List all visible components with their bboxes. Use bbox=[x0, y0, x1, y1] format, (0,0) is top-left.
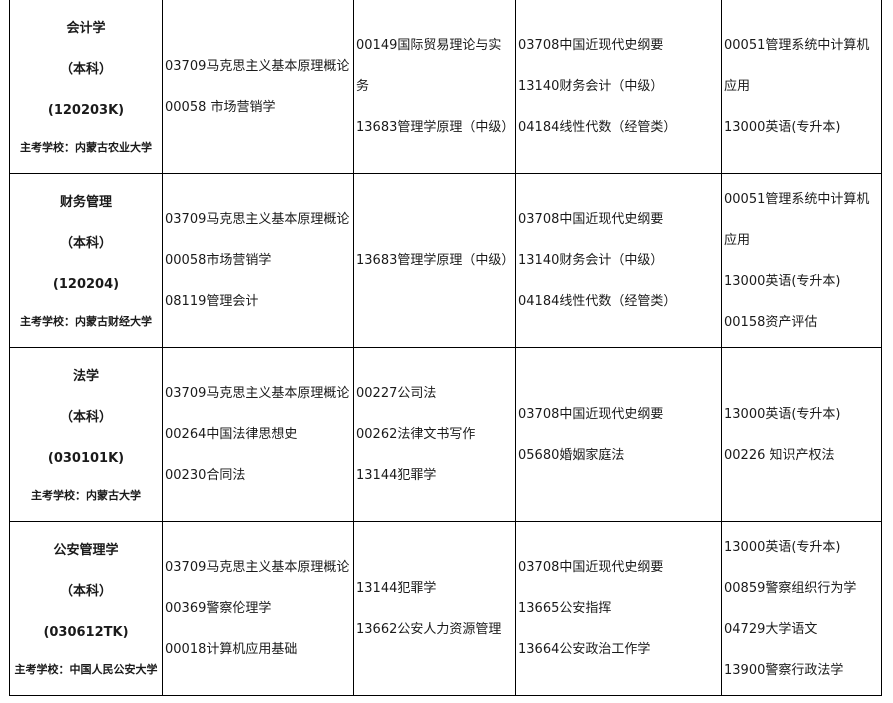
table-row: 会计学 （本科） (120203K) 主考学校：内蒙古农业大学 03709马克思主义基本… bbox=[9, 0, 882, 174]
table-body: 会计学 （本科） (120203K) 主考学校：内蒙古农业大学 03709马克思主义基本… bbox=[9, 0, 882, 696]
major-name: 公安管理学 bbox=[53, 543, 119, 558]
course-item: 00264中国法律思想史 bbox=[165, 427, 298, 442]
course-item: 13664公安政治工作学 bbox=[518, 642, 651, 657]
course-item: 13000英语(专升本) bbox=[724, 120, 841, 135]
major-school: 主考学校：中国人民公安大学 bbox=[14, 663, 158, 676]
major-school: 主考学校：内蒙古农业大学 bbox=[20, 141, 152, 154]
course-cell: 00051管理系统中计算机应用 13000英语(专升本) 00158资产评估 bbox=[721, 173, 882, 348]
course-item: 13144犯罪学 bbox=[356, 580, 437, 596]
major-cell: 法学 （本科） (030101K) 主考学校：内蒙古大学 bbox=[9, 347, 163, 522]
course-item: 00149国际贸易理论与实务 bbox=[356, 38, 502, 94]
course-item: 13900警察行政法学 bbox=[724, 662, 844, 678]
major-level: （本科） bbox=[59, 62, 112, 77]
course-item: 08119管理会计 bbox=[165, 294, 259, 309]
course-cell: 03708中国近现代史纲要 13665公安指挥 13664公安政治工作学 bbox=[515, 521, 722, 696]
major-code: (120204) bbox=[52, 277, 120, 292]
course-cell: 03709马克思主义基本原理概论 00058 市场营销学 bbox=[162, 0, 354, 174]
course-item: 13144犯罪学 bbox=[356, 468, 437, 483]
course-item: 00051管理系统中计算机应用 bbox=[724, 38, 870, 94]
course-item: 00158资产评估 bbox=[724, 314, 818, 330]
course-item: 04184线性代数（经管类） bbox=[518, 294, 677, 309]
course-item: 13683管理学原理（中级） bbox=[356, 120, 515, 135]
exam-course-table: 会计学 （本科） (120203K) 主考学校：内蒙古农业大学 03709马克思主义基本… bbox=[9, 0, 882, 696]
major-level: （本科） bbox=[59, 236, 112, 251]
course-item: 13000英语(专升本) bbox=[724, 406, 841, 422]
course-item: 00859警察组织行为学 bbox=[724, 580, 857, 596]
major-school: 主考学校：内蒙古大学 bbox=[31, 489, 141, 502]
course-item: 13683管理学原理（中级） bbox=[356, 253, 515, 268]
course-item: 03709马克思主义基本原理概论 bbox=[165, 212, 350, 227]
course-item: 13000英语(专升本) bbox=[724, 539, 841, 555]
course-item: 13140财务会计（中级） bbox=[518, 79, 664, 94]
course-item: 00058 市场营销学 bbox=[165, 99, 276, 115]
course-item: 03709马克思主义基本原理概论 bbox=[165, 560, 350, 575]
course-item: 03708中国近现代史纲要 bbox=[518, 38, 664, 53]
course-cell: 03709马克思主义基本原理概论 00264中国法律思想史 00230合同法 bbox=[162, 347, 354, 522]
course-cell: 00149国际贸易理论与实务 13683管理学原理（中级） bbox=[353, 0, 516, 174]
course-cell: 13000英语(专升本) 00859警察组织行为学 04729大学语文 13900警察… bbox=[721, 521, 882, 696]
course-item: 13140财务会计（中级） bbox=[518, 253, 664, 268]
course-item: 00018计算机应用基础 bbox=[165, 642, 298, 657]
major-code: (030612TK) bbox=[43, 625, 129, 640]
course-item: 04729大学语文 bbox=[724, 621, 818, 637]
course-item: 00262法律文书写作 bbox=[356, 427, 476, 442]
major-code: (120203K) bbox=[47, 103, 125, 118]
major-cell: 财务管理 （本科） (120204) 主考学校：内蒙古财经大学 bbox=[9, 173, 163, 348]
course-cell: 00227公司法 00262法律文书写作 13144犯罪学 bbox=[353, 347, 516, 522]
course-item: 03709马克思主义基本原理概论 bbox=[165, 58, 350, 74]
course-item: 03708中国近现代史纲要 bbox=[518, 212, 664, 227]
course-item: 00226 知识产权法 bbox=[724, 447, 835, 463]
major-code: (030101K) bbox=[47, 451, 125, 466]
course-cell: 03709马克思主义基本原理概论 00058市场营销学 08119管理会计 bbox=[162, 173, 354, 348]
course-item: 00058市场营销学 bbox=[165, 253, 272, 268]
course-cell: 03709马克思主义基本原理概论 00369警察伦理学 00018计算机应用基础 bbox=[162, 521, 354, 696]
course-cell: 03708中国近现代史纲要 05680婚姻家庭法 bbox=[515, 347, 722, 522]
table-row: 财务管理 （本科） (120204) 主考学校：内蒙古财经大学 03709马克思主义基本… bbox=[9, 173, 882, 348]
course-item: 13665公安指挥 bbox=[518, 601, 612, 616]
table-row: 公安管理学 （本科） (030612TK) 主考学校：中国人民公安大学 03709马克思… bbox=[9, 521, 882, 696]
major-school: 主考学校：内蒙古财经大学 bbox=[20, 315, 152, 328]
course-cell: 13144犯罪学 13662公安人力资源管理 bbox=[353, 521, 516, 696]
course-item: 13662公安人力资源管理 bbox=[356, 621, 502, 637]
major-level: （本科） bbox=[59, 584, 112, 599]
course-item: 03708中国近现代史纲要 bbox=[518, 406, 664, 422]
course-item: 03709马克思主义基本原理概论 bbox=[165, 386, 350, 401]
course-item: 00227公司法 bbox=[356, 386, 437, 401]
course-cell: 03708中国近现代史纲要 13140财务会计（中级） 04184线性代数（经管类） bbox=[515, 173, 722, 348]
course-item: 05680婚姻家庭法 bbox=[518, 447, 625, 463]
table-row: 法学 （本科） (030101K) 主考学校：内蒙古大学 03709马克思主义基本原理概… bbox=[9, 347, 882, 522]
course-cell: 13000英语(专升本) 00226 知识产权法 bbox=[721, 347, 882, 522]
course-item: 00369警察伦理学 bbox=[165, 601, 272, 616]
course-item: 00230合同法 bbox=[165, 468, 246, 483]
course-item: 03708中国近现代史纲要 bbox=[518, 560, 664, 575]
major-cell: 会计学 （本科） (120203K) 主考学校：内蒙古农业大学 bbox=[9, 0, 163, 174]
course-cell: 03708中国近现代史纲要 13140财务会计（中级） 04184线性代数（经管类） bbox=[515, 0, 722, 174]
course-item: 13000英语(专升本) bbox=[724, 273, 841, 289]
major-name: 会计学 bbox=[66, 21, 106, 36]
course-item: 00051管理系统中计算机应用 bbox=[724, 191, 870, 248]
course-cell: 00051管理系统中计算机应用 13000英语(专升本) bbox=[721, 0, 882, 174]
course-item: 04184线性代数（经管类） bbox=[518, 120, 677, 135]
major-cell: 公安管理学 （本科） (030612TK) 主考学校：中国人民公安大学 bbox=[9, 521, 163, 696]
major-name: 财务管理 bbox=[59, 195, 112, 210]
major-name: 法学 bbox=[72, 369, 99, 384]
course-cell: 13683管理学原理（中级） bbox=[353, 173, 516, 348]
major-level: （本科） bbox=[59, 410, 112, 425]
